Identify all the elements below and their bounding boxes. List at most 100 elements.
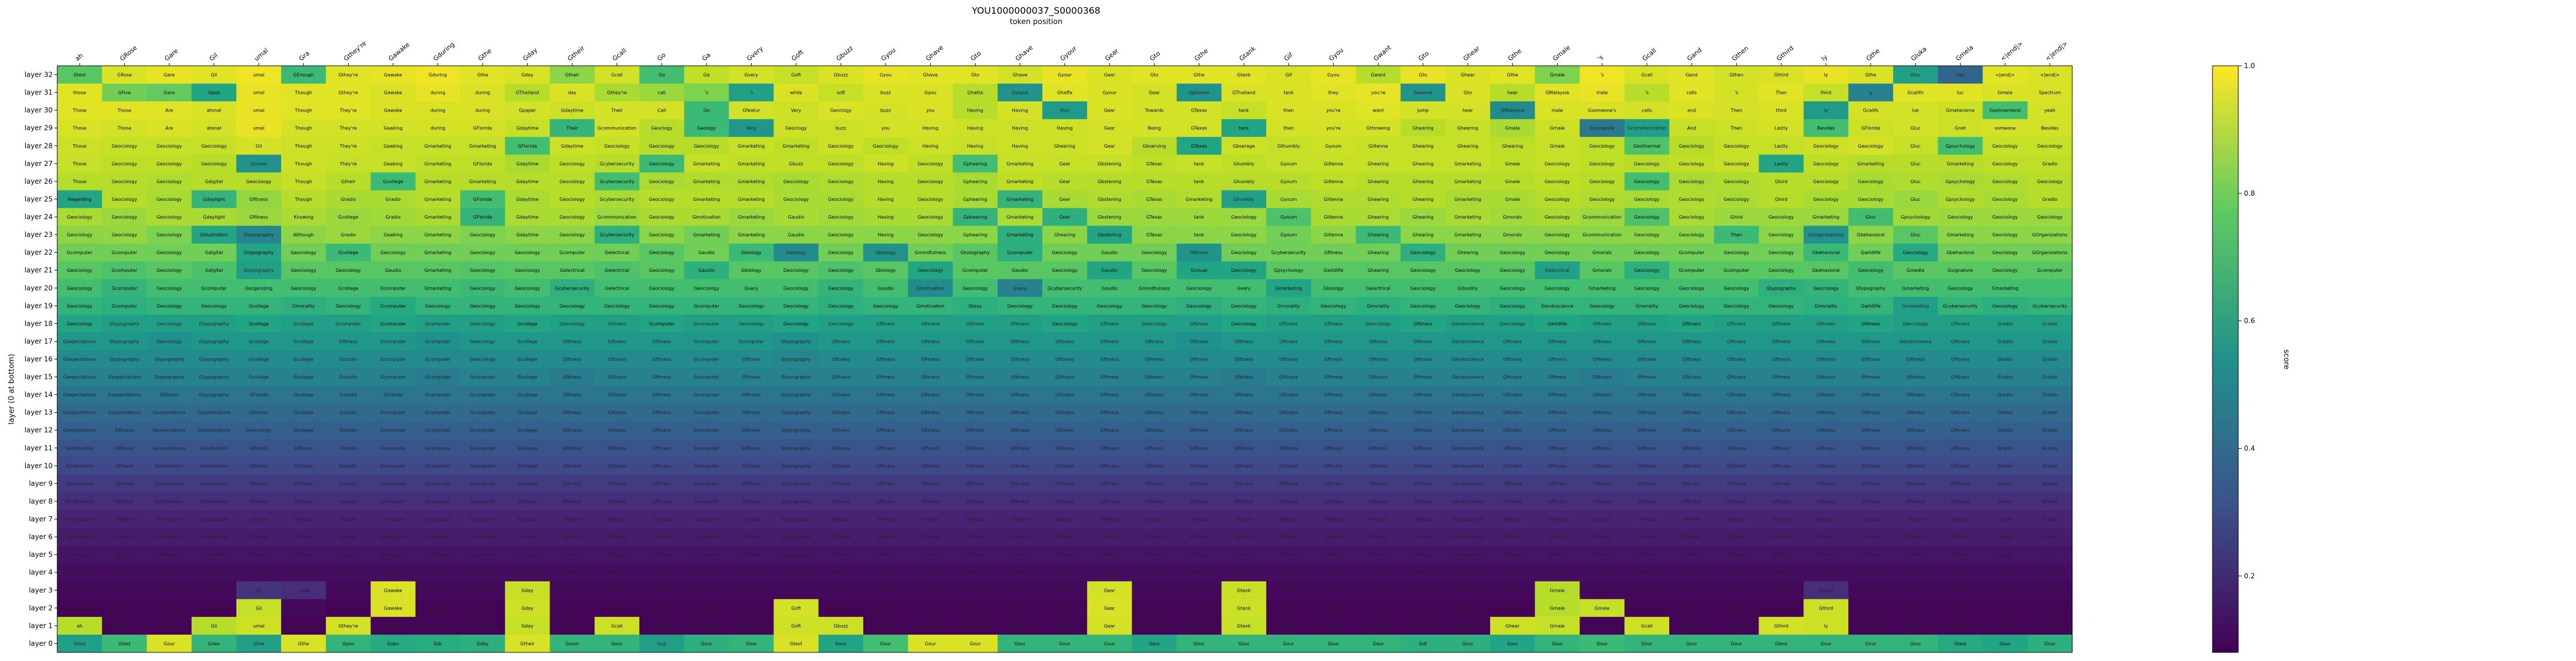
cell-token-label: Gfitness — [1727, 464, 1746, 469]
heatmap-cell — [1445, 137, 1491, 155]
cell-token-label: Gfitness — [1235, 428, 1254, 433]
heatmap-cell — [1132, 368, 1178, 386]
cell-token-label: Gfitness — [742, 623, 761, 628]
cell-token-label: Gfitness — [1638, 410, 1657, 415]
cell-token-label: Gfitness — [294, 623, 313, 628]
cell-token-label: Gmindfulness — [1139, 286, 1170, 291]
cell-token-label: GThailand — [1232, 90, 1255, 96]
cell-token-label: Gfitness — [1235, 375, 1254, 380]
cell-token-label: Gradio — [1997, 623, 2013, 628]
cell-token-label: Gfitness — [1010, 321, 1029, 326]
cell-token-label: Gfitness — [250, 570, 268, 575]
cell-token-label: Gtypography — [244, 232, 274, 238]
cell-token-label: calls — [1642, 108, 1652, 113]
cell-token-label: Gcomputer — [112, 250, 137, 255]
cell-token-label: Very — [746, 126, 757, 131]
cell-token-label: Gfitness — [563, 410, 582, 415]
x-tick-label: Gil — [208, 52, 219, 62]
heatmap-cell — [1803, 66, 1849, 84]
cell-token-label: Geociology — [470, 303, 496, 308]
cell-token-label: Gfitness — [1145, 393, 1164, 398]
cell-token-label: Gcomputer — [470, 375, 496, 380]
cell-token-label: Gfitness — [563, 552, 582, 557]
heatmap-cell — [773, 225, 819, 244]
cell-token-label: Giltenna — [1323, 215, 1343, 220]
heatmap-cell — [1176, 137, 1222, 155]
cell-token-label: Ghearing — [1368, 179, 1389, 184]
colorbar-label: score — [2282, 350, 2290, 370]
cell-token-label: Gfitness — [1503, 446, 1522, 451]
cell-token-label: Geociology — [1992, 232, 2018, 238]
heatmap-cell — [370, 119, 416, 137]
cell-token-label: GFlorida — [473, 215, 492, 220]
heatmap-cell — [57, 172, 102, 191]
cell-token-label: Gendoscience — [1452, 588, 1484, 593]
cell-token-label: Gcollege — [294, 375, 314, 380]
cell-token-label: Gfitness — [1145, 535, 1164, 540]
cell-token-label: Gfitness — [563, 339, 582, 344]
cell-token-label: Gcollege — [517, 357, 538, 362]
heatmap-cell — [1938, 225, 1984, 244]
cell-token-label: Gmotivation — [66, 535, 94, 540]
cell-token-label: GMalaysia — [1501, 108, 1524, 113]
cell-token-label: Having — [1012, 108, 1028, 113]
cell-token-label: Gear — [1104, 623, 1116, 628]
cell-token-label: Gcommunication — [1583, 215, 1622, 220]
cell-token-label: Gour — [1820, 641, 1832, 646]
cell-token-label: Geociology — [649, 286, 675, 291]
cell-token-label: Gfitness — [115, 446, 134, 451]
heatmap-cell — [818, 243, 864, 262]
cell-token-label: Geociology — [828, 179, 854, 184]
cell-token-label: Geociology — [873, 303, 899, 308]
cell-token-label: Gfitness — [1056, 375, 1074, 380]
colorbar-tick-label: 0.4 — [2244, 444, 2255, 452]
heatmap-cell — [326, 314, 372, 333]
heatmap-cell — [1579, 84, 1625, 102]
cell-token-label: those — [73, 90, 86, 96]
cell-token-label: Gfitness — [1638, 481, 1657, 486]
cell-token-label: Gfitness — [1951, 517, 1970, 522]
x-tick-label: <|end|> — [2044, 39, 2069, 62]
cell-token-label: umal — [298, 605, 309, 611]
cell-token-label: Gthird — [1819, 588, 1833, 593]
cell-token-label: Gfitness — [1010, 375, 1029, 380]
heatmap-cell — [281, 172, 326, 191]
heatmap-cell — [326, 66, 372, 84]
heatmap-cell — [908, 137, 953, 155]
heatmap-cell — [1176, 350, 1222, 369]
cell-token-label: Gfitness — [1100, 499, 1119, 504]
cell-token-label: Gradio — [385, 215, 401, 220]
cell-token-label: Gfitness — [1682, 446, 1701, 451]
heatmap-cell — [908, 368, 953, 386]
cell-token-label: Gfitness — [1503, 428, 1522, 433]
cell-token-label: Gfitness — [1056, 410, 1074, 415]
cell-token-label: Gfitness — [1503, 481, 1522, 486]
cell-token-label: Gfitness — [1324, 357, 1343, 362]
cell-token-label: Gfitness — [1100, 321, 1119, 326]
heatmap-cell — [1714, 261, 1759, 280]
cell-token-label: Gendoscience — [1452, 535, 1484, 540]
heatmap-cell — [639, 332, 685, 351]
heatmap-cell — [1982, 172, 2028, 191]
heatmap-cell — [1042, 190, 1088, 208]
cell-token-label: Gthe — [1865, 73, 1876, 78]
cell-token-label: Gfitness — [1951, 623, 1970, 628]
heatmap-cell — [57, 350, 102, 369]
cell-token-label: Gfitness — [1638, 605, 1657, 611]
cell-token-label: Gcomputer — [470, 517, 496, 522]
cell-token-label: Gfitness — [607, 517, 626, 522]
heatmap-cell — [1445, 190, 1491, 208]
heatmap-cell — [1714, 172, 1759, 191]
heatmap-cell — [729, 314, 775, 333]
heatmap-cell — [2027, 190, 2073, 208]
cell-token-label: Gcomputer — [67, 250, 93, 255]
cell-token-label: GTexas — [1146, 215, 1162, 220]
cell-token-label: during — [475, 90, 490, 96]
cell-token-label: you're — [1326, 108, 1341, 113]
cell-token-label: Gyour — [1058, 73, 1072, 78]
cell-token-label: Gfitness — [1010, 464, 1029, 469]
cell-token-label: Gfitness — [1906, 428, 1925, 433]
heatmap-cell — [594, 84, 640, 102]
heatmap-cell — [1893, 243, 1938, 262]
x-tick-label: 's — [1596, 54, 1605, 63]
